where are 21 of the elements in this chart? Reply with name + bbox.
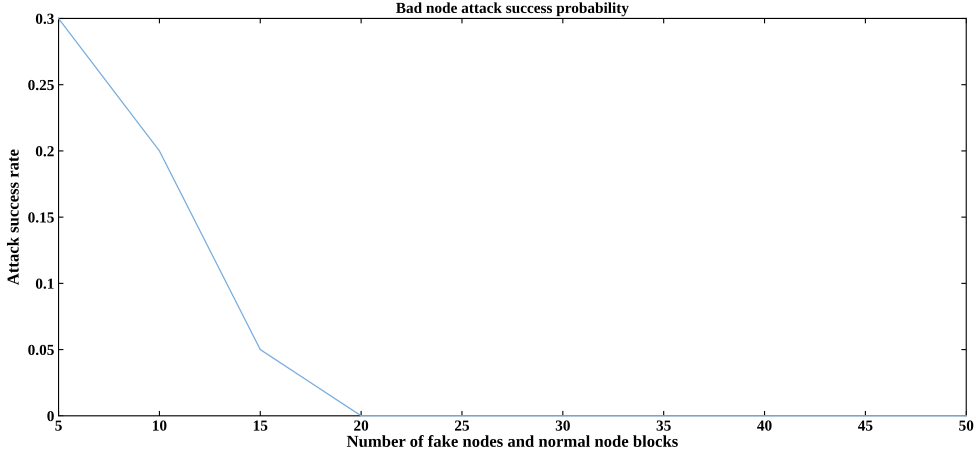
x-tick-label: 50 — [959, 420, 974, 431]
x-tick-label: 15 — [254, 420, 268, 431]
y-tick-label: 0.15 — [28, 212, 54, 223]
y-tick-label: 0.25 — [28, 80, 54, 90]
y-tick-label: 0.2 — [36, 146, 54, 156]
x-tick-label: 20 — [354, 420, 368, 431]
x-axis-title: Number of fake nodes and normal node blocks — [346, 435, 678, 447]
y-tick-label: 0.1 — [36, 278, 54, 289]
y-axis-title: Attack success rate — [6, 150, 19, 286]
x-tick-label: 5 — [55, 420, 62, 431]
line-series — [58, 18, 967, 416]
x-tick-label: 30 — [556, 420, 570, 431]
y-tick-label: 0.05 — [28, 344, 54, 356]
x-tick-label: 35 — [656, 420, 671, 431]
y-tick-label: 0.3 — [36, 14, 54, 24]
x-tick-label: 45 — [858, 420, 872, 431]
y-tick-label: 0 — [47, 410, 54, 422]
x-tick-label: 25 — [454, 420, 470, 431]
x-tick-label: 10 — [153, 420, 166, 431]
x-tick-label: 40 — [757, 420, 772, 431]
chart-title: Bad node attack success probability — [396, 2, 629, 16]
